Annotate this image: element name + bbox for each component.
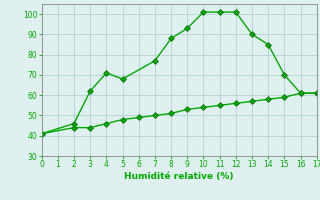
X-axis label: Humidité relative (%): Humidité relative (%): [124, 172, 234, 181]
